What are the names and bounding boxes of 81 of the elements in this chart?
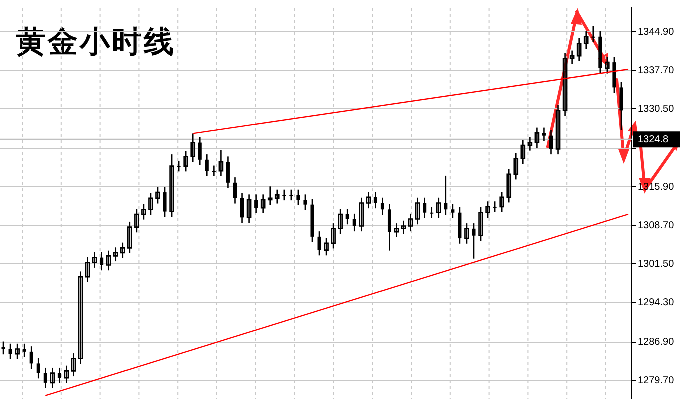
- candlestick: [282, 189, 286, 202]
- y-tick-label: 1294.30: [638, 297, 675, 308]
- candlestick: [542, 127, 546, 142]
- candlestick: [506, 168, 512, 204]
- candlestick: [528, 136, 533, 152]
- candlestick: [520, 139, 526, 165]
- candlestick: [472, 222, 476, 260]
- candlestick: [148, 192, 154, 216]
- candlestick: [190, 133, 196, 163]
- candlestick: [92, 252, 98, 269]
- candlestick: [22, 343, 26, 358]
- candlestick: [290, 189, 294, 202]
- candlestick: [64, 365, 70, 384]
- candlestick: [324, 237, 329, 256]
- y-tick-label: 1286.90: [638, 337, 675, 348]
- candlestick: [304, 194, 308, 211]
- candlestick: [50, 367, 56, 389]
- candlestick: [113, 246, 118, 262]
- candlestick: [71, 352, 76, 378]
- candlestick: [451, 204, 455, 219]
- candlestick: [134, 208, 140, 234]
- candlestick: [246, 194, 252, 224]
- candlestick: [163, 186, 167, 218]
- candlestick: [346, 208, 350, 226]
- candlestick: [464, 222, 470, 245]
- candlestick: [268, 186, 273, 206]
- candlestick: [260, 194, 266, 214]
- candlestick: [408, 213, 414, 232]
- candlestick: [36, 358, 40, 380]
- y-tick-label: 1301.50: [638, 258, 675, 270]
- candlestick: [338, 208, 343, 235]
- candlestick: [444, 175, 448, 216]
- candlestick: [233, 176, 237, 204]
- candlestick: [415, 197, 420, 226]
- candlestick: [15, 343, 20, 360]
- candlestick: [120, 242, 126, 259]
- candlestick: [100, 252, 104, 272]
- candlestick: [128, 221, 132, 254]
- candlestick: [318, 230, 322, 256]
- candlestick: [430, 206, 434, 219]
- candlestick: [78, 271, 84, 365]
- candlestick: [274, 189, 280, 204]
- candlestick: [177, 160, 181, 172]
- candlestick: [352, 213, 356, 232]
- candlestick: [212, 165, 216, 178]
- candlestick: [394, 222, 400, 238]
- candlestick: [156, 186, 160, 204]
- candlestick: [401, 220, 406, 235]
- candlestick: [374, 191, 378, 210]
- candlestick: [218, 150, 224, 178]
- candlestick: [106, 250, 112, 272]
- candlestick: [478, 206, 484, 242]
- candlestick: [534, 127, 540, 149]
- candlestick: [493, 200, 497, 213]
- candlestick: [436, 197, 442, 219]
- candlestick: [2, 341, 6, 356]
- candlestick: [240, 192, 244, 224]
- candlestick: [486, 200, 490, 219]
- candlestick: [142, 204, 146, 220]
- candlestick: [44, 367, 48, 389]
- candlestick: [380, 197, 384, 216]
- candlestick: [170, 154, 174, 218]
- candlestick: [30, 346, 34, 370]
- candlestick: [226, 156, 230, 189]
- candlestick: [8, 343, 12, 360]
- candlestick: [184, 150, 188, 172]
- candlestick: [205, 154, 209, 178]
- candlestick: [388, 204, 392, 252]
- candlestick: [85, 256, 90, 284]
- candlestick: [296, 189, 300, 206]
- candlestick: [254, 194, 258, 214]
- candlestick: [359, 197, 364, 232]
- candlestick: [500, 191, 504, 213]
- y-tick-label: 1279.70: [638, 376, 675, 387]
- candlestick: [331, 222, 336, 250]
- y-tick-label: 1308.70: [638, 220, 675, 232]
- candlestick: [423, 197, 427, 219]
- candlestick: [366, 191, 372, 210]
- candlestick: [58, 367, 62, 384]
- candlestick: [514, 152, 519, 180]
- candlestick: [198, 136, 202, 166]
